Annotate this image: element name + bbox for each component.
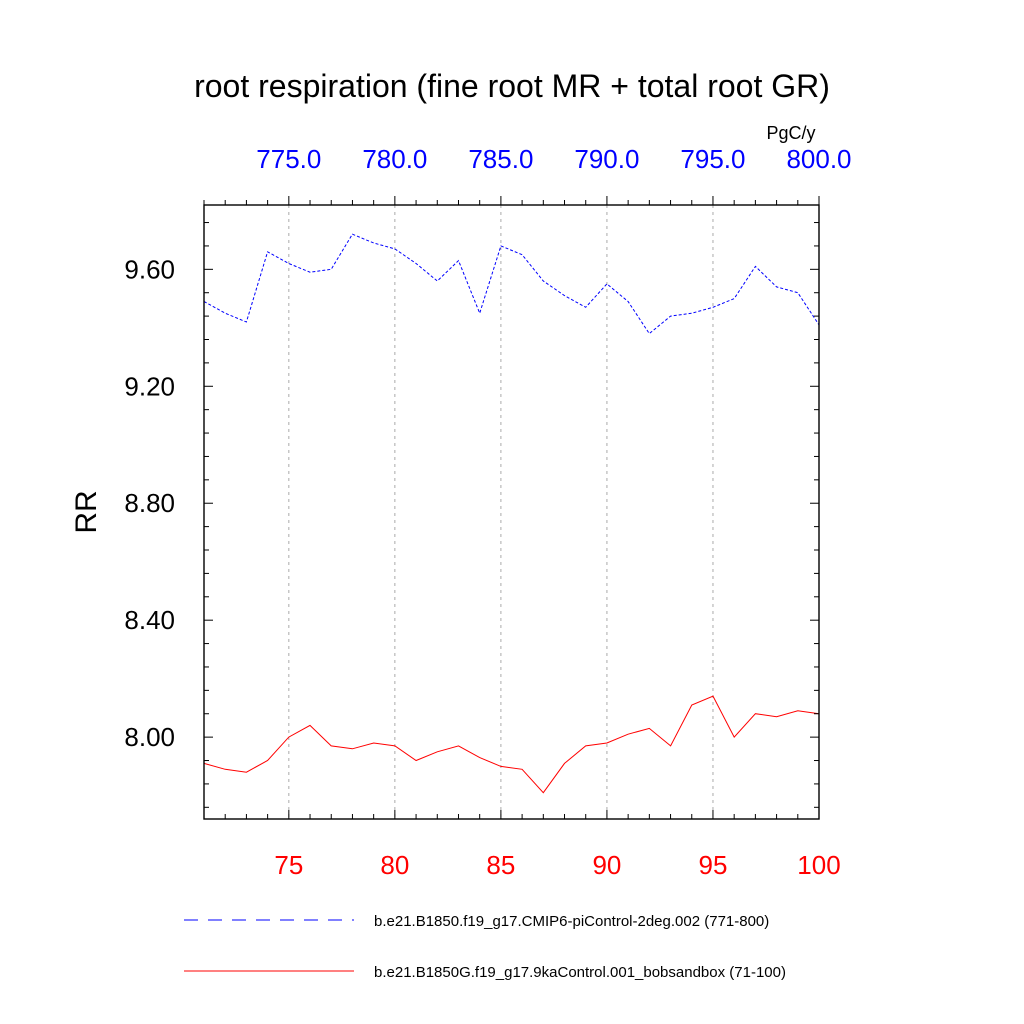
units-label: PgC/y xyxy=(766,123,815,143)
x-top-tick-label: 785.0 xyxy=(468,144,533,174)
legend: b.e21.B1850.f19_g17.CMIP6-piControl-2deg… xyxy=(184,913,786,981)
x-bottom-tick-label: 85 xyxy=(486,850,515,880)
x-bottom-tick-label: 90 xyxy=(592,850,621,880)
x-top-tick-label: 775.0 xyxy=(256,144,321,174)
y-axis-label: RR xyxy=(70,490,103,533)
y-tick-label: 8.80 xyxy=(124,488,175,518)
y-tick-label: 9.60 xyxy=(124,254,175,284)
series-line-bottom xyxy=(203,695,820,794)
x-top-tick-label: 795.0 xyxy=(680,144,745,174)
x-top-tick-label: 790.0 xyxy=(574,144,639,174)
series-line-top xyxy=(203,233,820,335)
x-top-tick-label: 800.0 xyxy=(786,144,851,174)
plot-frame xyxy=(203,204,820,820)
chart-title: root respiration (fine root MR + total r… xyxy=(194,68,830,104)
axis-layer: 75 80 85 90 95 100 775.0 780.0 785.0 790.0 795.0 80… xyxy=(124,144,851,880)
legend-label: b.e21.B1850.f19_g17.CMIP6-piControl-2deg… xyxy=(374,913,769,930)
x-bottom-tick-label: 75 xyxy=(274,850,303,880)
x-bottom-tick-label: 95 xyxy=(699,850,728,880)
legend-label: b.e21.B1850G.f19_g17.9kaControl.001_bobs… xyxy=(374,964,786,981)
y-tick-label: 9.20 xyxy=(124,371,175,401)
x-bottom-tick-label: 100 xyxy=(797,850,840,880)
grid-layer xyxy=(288,205,714,819)
y-tick-label: 8.00 xyxy=(124,722,175,752)
series-layer xyxy=(203,233,820,794)
x-top-tick-label: 780.0 xyxy=(362,144,427,174)
x-bottom-tick-label: 80 xyxy=(380,850,409,880)
y-tick-label: 8.40 xyxy=(124,605,175,635)
